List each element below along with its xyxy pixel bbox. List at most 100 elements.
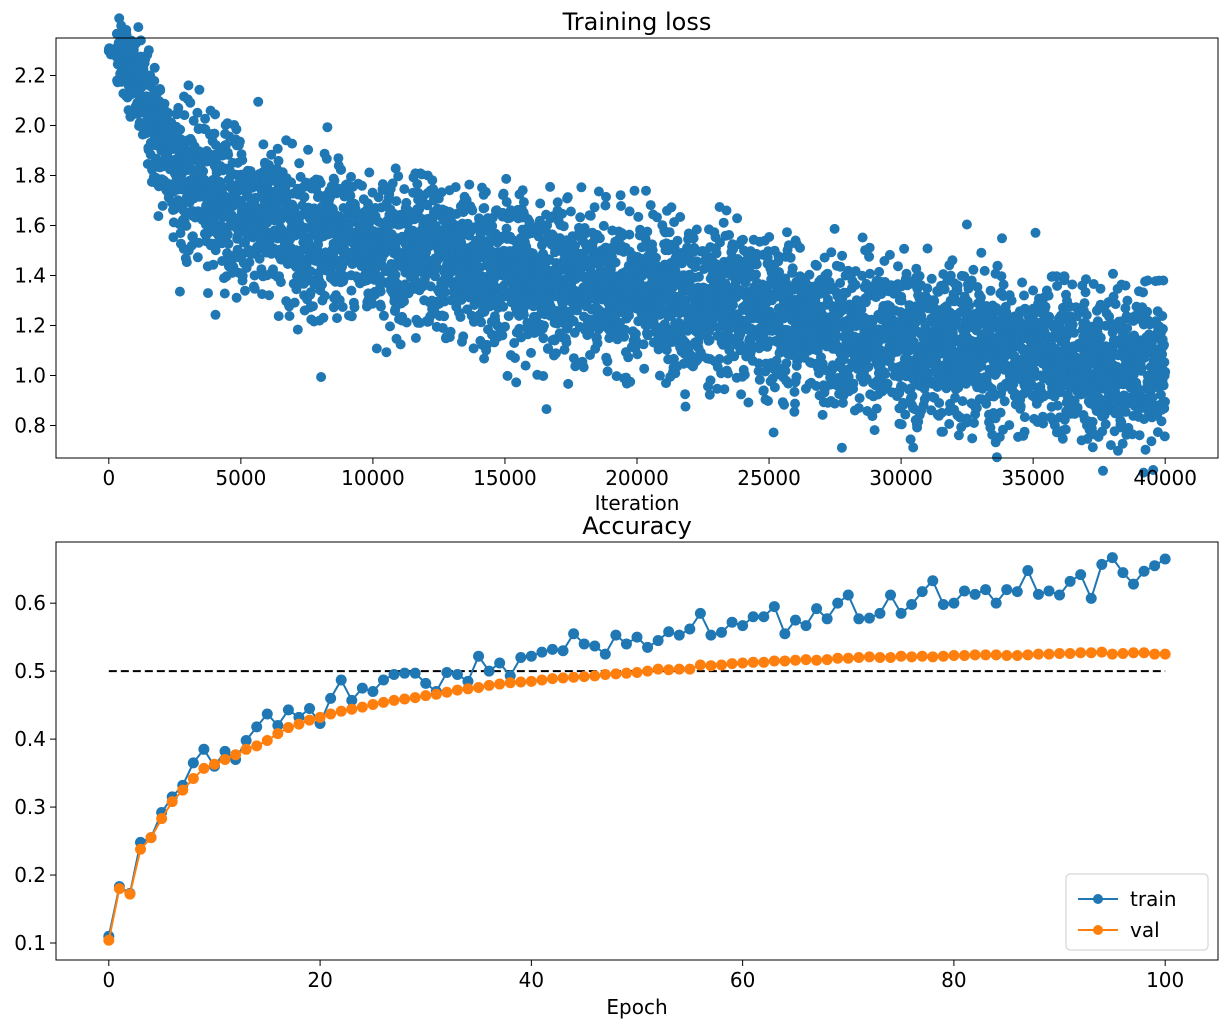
loss-point bbox=[642, 330, 653, 341]
loss-point bbox=[704, 335, 715, 346]
loss-point bbox=[854, 393, 865, 404]
loss-point bbox=[329, 175, 340, 186]
loss-point bbox=[693, 271, 704, 282]
loss-point bbox=[817, 409, 828, 420]
loss-point bbox=[638, 339, 649, 350]
loss-point bbox=[952, 280, 963, 291]
loss-point bbox=[346, 285, 357, 296]
loss-point bbox=[975, 292, 986, 303]
loss-point bbox=[598, 220, 609, 231]
loss-point bbox=[273, 155, 284, 166]
loss-point bbox=[399, 184, 410, 195]
loss-point bbox=[520, 360, 531, 371]
loss-point bbox=[624, 206, 635, 217]
loss-point bbox=[362, 275, 373, 286]
loss-point bbox=[620, 324, 631, 335]
loss-point bbox=[738, 234, 748, 245]
loss-point bbox=[319, 290, 330, 301]
loss-point bbox=[346, 171, 356, 182]
loss-point bbox=[155, 85, 166, 96]
loss-point bbox=[333, 153, 344, 164]
loss-point bbox=[578, 362, 589, 373]
loss-point bbox=[254, 253, 265, 264]
loss-point bbox=[971, 403, 982, 413]
loss-point bbox=[539, 320, 549, 331]
loss-point bbox=[899, 243, 910, 254]
loss-point bbox=[1080, 287, 1091, 298]
loss-point bbox=[149, 62, 160, 73]
loss-point bbox=[373, 192, 384, 203]
loss-point bbox=[664, 227, 675, 238]
loss-point bbox=[1019, 412, 1030, 423]
loss-point bbox=[538, 371, 549, 381]
loss-point bbox=[1028, 285, 1039, 296]
loss-point bbox=[390, 163, 401, 174]
loss-point bbox=[1052, 400, 1063, 411]
loss-point bbox=[299, 192, 310, 202]
loss-point bbox=[192, 252, 203, 263]
loss-point bbox=[985, 285, 996, 296]
loss-point bbox=[998, 279, 1009, 290]
training-loss-panel: Training loss 0 5000 10000 15000 20000 25000 3… bbox=[14, 8, 1219, 515]
loss-point bbox=[1030, 227, 1041, 238]
loss-point bbox=[188, 115, 199, 126]
loss-point bbox=[1019, 426, 1030, 437]
loss-point bbox=[208, 259, 219, 270]
loss-point bbox=[219, 288, 230, 299]
loss-point bbox=[163, 107, 174, 118]
loss-point bbox=[691, 224, 702, 235]
loss-point bbox=[545, 181, 556, 192]
loss-point bbox=[223, 149, 234, 160]
loss-point bbox=[237, 270, 248, 281]
loss-point bbox=[133, 22, 144, 33]
loss-point bbox=[362, 198, 373, 209]
loss-point bbox=[468, 316, 479, 327]
loss-point bbox=[552, 197, 563, 208]
loss-point bbox=[857, 232, 868, 243]
loss-point bbox=[908, 442, 919, 453]
loss-point bbox=[193, 237, 204, 248]
loss-point bbox=[284, 311, 295, 321]
loss-point bbox=[790, 398, 800, 409]
loss-point bbox=[318, 312, 329, 323]
loss-point bbox=[804, 269, 815, 280]
loss-point bbox=[272, 143, 283, 154]
loss-point bbox=[357, 180, 367, 191]
loss-point bbox=[576, 182, 587, 193]
loss-point bbox=[785, 252, 796, 263]
loss-point bbox=[864, 242, 875, 253]
loss-point bbox=[390, 269, 401, 280]
loss-point bbox=[305, 266, 316, 277]
loss-point bbox=[159, 98, 170, 109]
loss-point bbox=[864, 251, 875, 262]
loss-point bbox=[631, 335, 642, 346]
loss-point bbox=[589, 202, 600, 213]
loss-point bbox=[498, 188, 509, 199]
loss-point bbox=[367, 298, 378, 309]
loss-point bbox=[1081, 310, 1092, 321]
loss-point bbox=[183, 80, 194, 91]
loss-point bbox=[1087, 416, 1098, 427]
loss-point bbox=[624, 229, 635, 240]
loss-point bbox=[498, 301, 509, 312]
loss-point bbox=[991, 452, 1002, 463]
loss-point bbox=[968, 264, 979, 275]
loss-point bbox=[501, 173, 512, 184]
loss-point bbox=[934, 398, 945, 408]
loss-point bbox=[593, 186, 604, 197]
loss-point bbox=[151, 153, 161, 164]
loss-point bbox=[1079, 298, 1090, 309]
loss-point bbox=[997, 233, 1007, 244]
loss-point bbox=[210, 309, 221, 320]
loss-point bbox=[371, 343, 382, 354]
loss-point bbox=[602, 366, 613, 377]
loss-point bbox=[568, 353, 579, 364]
loss-point bbox=[625, 376, 636, 387]
loss-point bbox=[764, 232, 775, 242]
loss-point bbox=[1098, 465, 1108, 476]
loss-point bbox=[711, 248, 722, 259]
loss-point bbox=[173, 195, 184, 206]
loss-point bbox=[237, 155, 248, 166]
loss-point bbox=[381, 347, 392, 358]
